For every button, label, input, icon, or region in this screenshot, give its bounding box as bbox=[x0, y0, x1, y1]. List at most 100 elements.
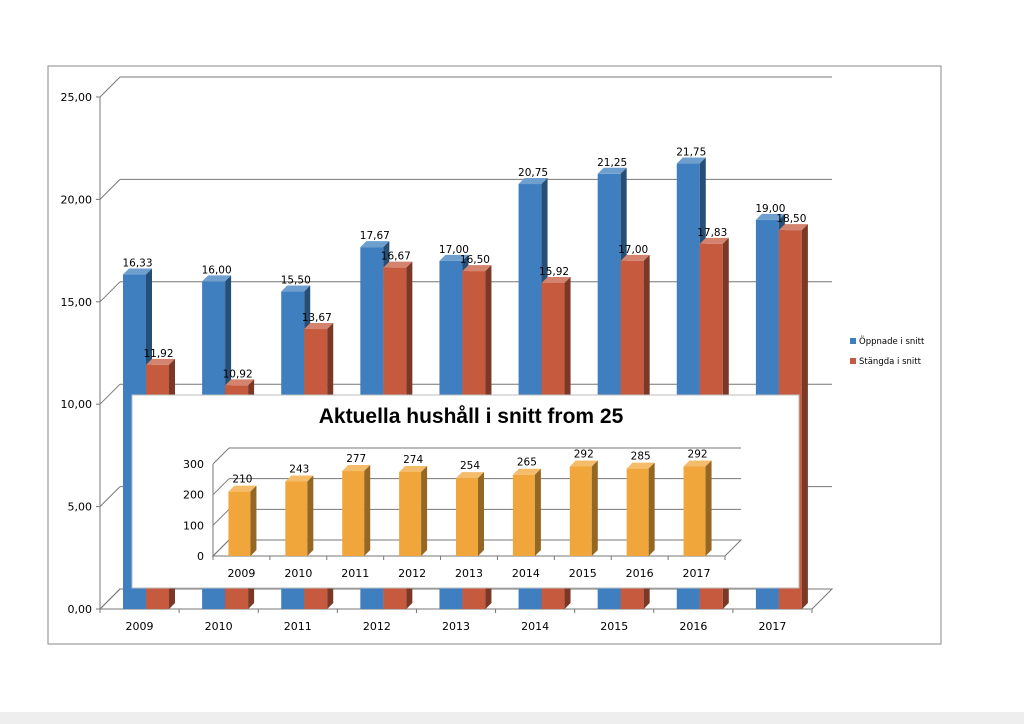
page-bottom-band bbox=[0, 712, 1024, 724]
inset-bar bbox=[456, 472, 484, 556]
inset-bar-side bbox=[307, 475, 314, 556]
inset-bar bbox=[683, 460, 712, 556]
y-tick-label: 0,00 bbox=[68, 603, 93, 616]
inset-data-label: 265 bbox=[517, 457, 537, 469]
inset-bar bbox=[228, 485, 257, 556]
inset-bar-side bbox=[534, 468, 541, 556]
inset-data-label: 277 bbox=[346, 453, 366, 465]
bar-closed-top bbox=[304, 323, 334, 330]
x-tick-label: 2015 bbox=[600, 620, 628, 633]
inset-bar bbox=[512, 468, 541, 556]
inset-x-tick-label: 2009 bbox=[227, 567, 255, 580]
data-label: 13,67 bbox=[302, 312, 332, 324]
y-tick-label: 10,00 bbox=[61, 398, 93, 411]
inset-bar-side bbox=[364, 465, 371, 556]
inset-data-label: 292 bbox=[688, 448, 708, 460]
bar-opened-top bbox=[597, 167, 627, 174]
inset-data-label: 285 bbox=[631, 451, 651, 463]
x-tick-label: 2017 bbox=[758, 620, 786, 633]
grid-diagonal bbox=[99, 281, 121, 303]
y-tick-label: 5,00 bbox=[68, 501, 93, 514]
data-label: 16,33 bbox=[122, 258, 152, 270]
inset-bar-front bbox=[456, 478, 478, 556]
bar-closed-top bbox=[146, 358, 175, 365]
inset-bar-front bbox=[626, 468, 649, 556]
inset-bar-side bbox=[648, 462, 655, 556]
bar-opened-top bbox=[123, 268, 152, 275]
inset-bar-top bbox=[399, 465, 428, 472]
x-tick-label: 2013 bbox=[442, 620, 470, 633]
data-label: 16,50 bbox=[460, 254, 490, 266]
inset-bar-front bbox=[399, 471, 422, 556]
inset-data-label: 210 bbox=[232, 474, 252, 486]
data-label: 21,25 bbox=[597, 157, 627, 169]
inset-data-label: 292 bbox=[574, 448, 594, 460]
x-tick-label: 2016 bbox=[679, 620, 707, 633]
inset-y-tick-label: 300 bbox=[183, 458, 204, 471]
bar-opened-top bbox=[518, 178, 548, 185]
inset-bar-top bbox=[456, 472, 484, 479]
inset-bar-side bbox=[250, 485, 257, 556]
inset-bar-front bbox=[683, 466, 706, 556]
inset-bar-top bbox=[342, 465, 371, 472]
x-tick-label: 2011 bbox=[284, 620, 312, 633]
bar-opened-top bbox=[676, 157, 706, 164]
inset-bar bbox=[399, 465, 428, 556]
inset-grid-diagonal bbox=[212, 508, 230, 526]
inset-bar-front bbox=[512, 474, 535, 556]
x-tick-label: 2012 bbox=[363, 620, 391, 633]
x-tick-label: 2009 bbox=[126, 620, 154, 633]
legend-swatch bbox=[850, 338, 856, 344]
data-label: 15,92 bbox=[539, 266, 569, 278]
bar-closed-top bbox=[699, 237, 729, 244]
data-label: 15,50 bbox=[281, 275, 311, 287]
data-label: 19,00 bbox=[755, 203, 785, 215]
data-label: 21,75 bbox=[676, 147, 706, 159]
inset-bar-side bbox=[705, 460, 712, 556]
bar-closed-top bbox=[462, 265, 492, 272]
inset-data-label: 274 bbox=[403, 454, 423, 466]
bar-closed-top bbox=[225, 379, 255, 386]
inset-bar-top bbox=[626, 462, 655, 469]
bar-opened-top bbox=[360, 241, 390, 248]
inset-chart: Aktuella hushåll i snitt from 25 0 100 200… bbox=[131, 394, 800, 589]
data-label: 16,67 bbox=[381, 251, 411, 263]
bar-closed-top bbox=[778, 224, 808, 231]
data-label: 17,83 bbox=[697, 227, 727, 239]
inset-bar-top bbox=[512, 468, 541, 475]
inset-grid-diagonal bbox=[212, 447, 230, 465]
bar-opened-top bbox=[202, 275, 232, 282]
inset-bar-front bbox=[342, 471, 365, 556]
inset-x-tick-label: 2016 bbox=[626, 567, 654, 580]
data-label: 20,75 bbox=[518, 167, 548, 179]
bar-opened-top bbox=[755, 213, 785, 220]
inset-x-tick-label: 2017 bbox=[683, 567, 711, 580]
inset-bar-top bbox=[683, 460, 712, 467]
y-tick-label: 25,00 bbox=[61, 91, 93, 104]
x-tick-label: 2014 bbox=[521, 620, 549, 633]
inset-bar-side bbox=[421, 465, 428, 556]
grid-diagonal bbox=[99, 179, 121, 200]
bar-opened-top bbox=[281, 285, 311, 292]
inset-bar-top bbox=[569, 460, 598, 467]
data-label: 18,50 bbox=[776, 213, 806, 225]
inset-bar-top bbox=[285, 475, 314, 482]
data-label: 10,92 bbox=[223, 368, 253, 380]
bar-closed-top bbox=[383, 261, 413, 268]
legend-label: Stängda i snitt bbox=[859, 357, 922, 367]
grid-diagonal bbox=[99, 76, 121, 98]
grid-diagonal bbox=[99, 588, 121, 610]
inset-bar-front bbox=[569, 466, 592, 556]
inset-bar bbox=[569, 460, 598, 556]
inset-y-tick-label: 200 bbox=[183, 489, 204, 502]
bar-closed-top bbox=[541, 276, 571, 283]
data-label: 17,00 bbox=[618, 244, 648, 256]
inset-bar-front bbox=[228, 491, 251, 556]
legend-label: Öppnade i snitt bbox=[859, 336, 925, 347]
data-label: 11,92 bbox=[143, 348, 173, 360]
x-tick-label: 2010 bbox=[205, 620, 233, 633]
bar-closed-side bbox=[801, 224, 808, 609]
inset-y-tick-label: 0 bbox=[197, 550, 204, 563]
inset-x-tick-label: 2015 bbox=[569, 567, 597, 580]
